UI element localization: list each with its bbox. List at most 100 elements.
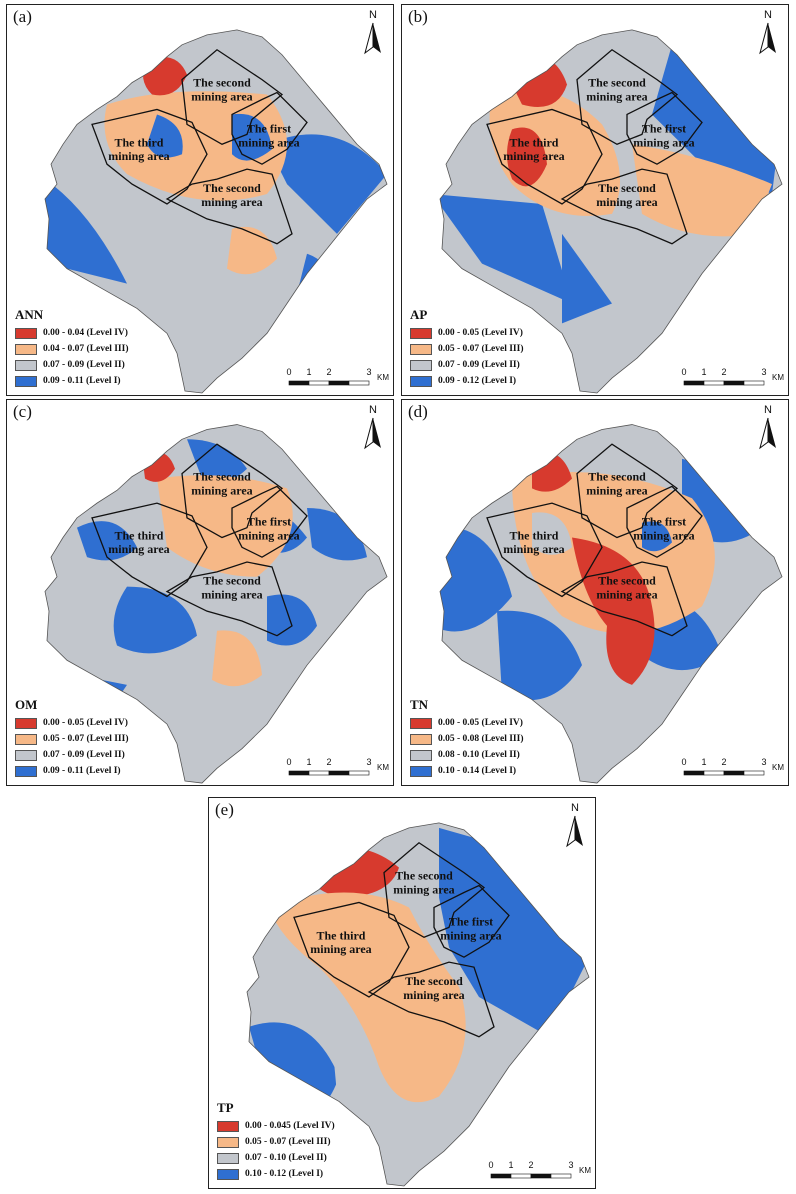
scale-bar: 0 1 2 3 KM [286, 367, 389, 389]
scale-bar: 0 1 2 3 KM [488, 1160, 591, 1182]
legend-label: 0.00 - 0.05 (Level IV) [438, 718, 523, 728]
zone-level1 [113, 586, 197, 654]
legend-swatch [410, 359, 432, 371]
panel-label: (a) [13, 7, 32, 26]
scale-unit: KM [579, 1166, 591, 1175]
scale-tick-label: 3 [761, 757, 767, 767]
mining-area-boundary [91, 502, 208, 598]
legend-swatch [217, 1152, 239, 1164]
scale-tick-label: 0 [286, 367, 292, 377]
zone-level1 [147, 114, 183, 158]
legend-label: 0.05 - 0.07 (Level III) [245, 1137, 331, 1147]
legend-item: 0.09 - 0.12 (Level I) [410, 373, 524, 389]
zone-level3 [269, 892, 466, 1103]
legend-item: 0.04 - 0.07 (Level III) [15, 341, 129, 357]
legend-label: 0.09 - 0.11 (Level I) [43, 376, 121, 386]
legend-item: 0.08 - 0.10 (Level II) [410, 747, 524, 763]
zone-level1 [440, 526, 512, 632]
scale-tick-label: 1 [701, 757, 707, 767]
legend-label: 0.04 - 0.07 (Level III) [43, 344, 129, 354]
map-panel-e: The second mining area The first mining are… [208, 797, 596, 1189]
legend-title: ANN [15, 307, 44, 322]
legend-swatch [15, 765, 37, 777]
zone-level1 [45, 174, 127, 284]
legend-swatch [410, 733, 432, 745]
legend-label: 0.07 - 0.09 (Level II) [43, 750, 125, 760]
study-area-outline [439, 29, 783, 394]
legend-item: 0.00 - 0.05 (Level IV) [410, 715, 524, 731]
mining-area-label: The second [203, 181, 261, 195]
study-area-outline [439, 424, 783, 784]
scale-tick-label: 1 [306, 367, 312, 377]
mining-area-label: mining area [586, 483, 647, 497]
mining-area-label: mining area [238, 529, 299, 543]
zone-level1 [440, 194, 572, 304]
mining-area-boundary [293, 901, 410, 998]
legend-swatch [15, 327, 37, 339]
legend-title: AP [410, 307, 428, 322]
scale-bar: 0 1 2 3 KM [681, 367, 784, 389]
mining-area-boundary [576, 443, 679, 539]
zone-level1 [439, 827, 589, 1037]
map-panel-c: The second mining area The first mining are… [6, 399, 394, 786]
mining-area-label: mining area [633, 135, 694, 149]
mining-area-label: mining area [201, 587, 262, 601]
legend-label: 0.07 - 0.09 (Level II) [438, 360, 520, 370]
north-arrow-icon: N [561, 802, 589, 848]
zone-level3 [632, 144, 772, 237]
scale-unit: KM [377, 763, 389, 772]
scale-tick-label: 3 [366, 367, 372, 377]
zone-level1 [692, 293, 742, 334]
panel-label: (c) [13, 402, 32, 421]
scale-tick-label: 3 [366, 757, 372, 767]
study-area-outline [44, 29, 388, 394]
zone-level4 [507, 127, 547, 187]
mining-area-label: The third [317, 928, 366, 942]
mining-area-label: mining area [191, 90, 252, 104]
zone-level4 [572, 537, 655, 685]
legend-item: 0.07 - 0.09 (Level II) [15, 747, 129, 763]
mining-area-label: The third [510, 529, 559, 543]
legend: TP 0.00 - 0.045 (Level IV) 0.05 - 0.07 (Le… [217, 1100, 335, 1182]
mining-area-label: mining area [503, 542, 564, 556]
legend-swatch [15, 749, 37, 761]
legend-item: 0.10 - 0.12 (Level I) [217, 1166, 335, 1182]
legend: AP 0.00 - 0.05 (Level IV) 0.05 - 0.07 (Lev… [410, 307, 524, 389]
legend-label: 0.10 - 0.14 (Level I) [438, 766, 517, 776]
mining-area-label: The third [115, 135, 164, 149]
mining-area-label: The first [449, 914, 493, 928]
legend: OM 0.00 - 0.05 (Level IV) 0.05 - 0.07 (Lev… [15, 697, 129, 779]
zone-level1 [267, 594, 317, 646]
legend: ANN 0.00 - 0.04 (Level IV) 0.04 - 0.07 (Le… [15, 307, 129, 389]
north-arrow-icon: N [359, 9, 387, 55]
legend-swatch [15, 343, 37, 355]
legend-label: 0.07 - 0.09 (Level II) [43, 360, 125, 370]
north-arrow-icon: N [359, 404, 387, 450]
panel-label: (e) [215, 800, 234, 819]
zone-level1 [307, 508, 367, 561]
legend-item: 0.00 - 0.05 (Level IV) [15, 715, 129, 731]
scale-tick-label: 2 [721, 757, 727, 767]
legend-item: 0.07 - 0.10 (Level II) [217, 1150, 335, 1166]
mining-area-label: The second [203, 574, 261, 588]
study-area-outline [246, 822, 590, 1187]
mining-area-label: The second [193, 76, 251, 90]
zone-level1 [642, 521, 672, 552]
scale-tick-label: 0 [681, 367, 687, 377]
mining-area-boundary [560, 168, 688, 245]
legend-swatch [410, 717, 432, 729]
scale-bar: 0 1 2 3 KM [681, 757, 784, 779]
legend-label: 0.00 - 0.045 (Level IV) [245, 1121, 335, 1131]
mining-area-boundary [560, 561, 688, 637]
map-panel-b: The second mining area The first mining are… [401, 4, 789, 396]
zone-level1 [77, 521, 137, 561]
legend-item: 0.05 - 0.08 (Level III) [410, 731, 524, 747]
mining-area-label: mining area [596, 587, 657, 601]
scale-tick-label: 0 [488, 1160, 494, 1170]
panel-label: (b) [408, 7, 428, 26]
north-arrow-icon: N [754, 9, 782, 55]
scale-tick-label: 2 [721, 367, 727, 377]
legend-swatch [15, 359, 37, 371]
mining-area-boundary [486, 108, 603, 205]
mining-area-boundary [181, 48, 284, 146]
